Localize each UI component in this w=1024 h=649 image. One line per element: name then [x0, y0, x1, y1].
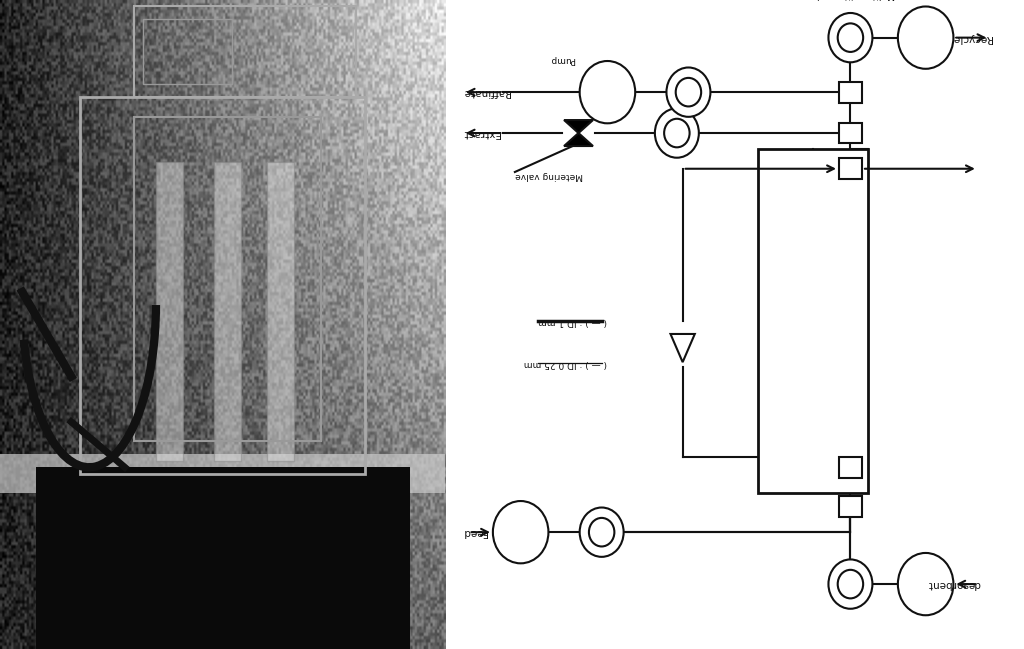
Bar	[0, 454, 445, 493]
Text: Pump: Pump	[550, 55, 575, 64]
Circle shape	[828, 559, 872, 609]
Circle shape	[898, 553, 953, 615]
Text: Recycle: Recycle	[952, 32, 992, 43]
Circle shape	[655, 108, 698, 158]
Circle shape	[828, 13, 872, 62]
Bar	[839, 158, 862, 179]
Text: Extract: Extract	[463, 128, 500, 138]
Circle shape	[838, 570, 863, 598]
Circle shape	[665, 119, 689, 147]
Circle shape	[898, 6, 953, 69]
Polygon shape	[564, 133, 593, 146]
Bar	[839, 496, 862, 517]
Text: Raffinate: Raffinate	[463, 87, 510, 97]
Text: desorbent: desorbent	[928, 579, 981, 589]
Text: ( — ) : ID 0.25 mm: ( — ) : ID 0.25 mm	[524, 359, 607, 368]
Circle shape	[676, 78, 701, 106]
Circle shape	[667, 67, 711, 117]
Bar	[156, 162, 182, 461]
Polygon shape	[564, 120, 593, 133]
Text: Feed: Feed	[463, 527, 487, 537]
Text: Metering valve: Metering valve	[515, 171, 583, 180]
Bar	[142, 19, 231, 84]
Bar	[133, 117, 321, 441]
Bar	[214, 162, 241, 461]
Circle shape	[580, 508, 624, 557]
Bar	[839, 82, 862, 103]
Bar	[267, 162, 294, 461]
Circle shape	[493, 501, 549, 563]
Bar	[839, 123, 862, 143]
Bar	[80, 97, 366, 474]
Bar	[839, 457, 862, 478]
Circle shape	[580, 61, 635, 123]
Bar	[133, 6, 356, 97]
Circle shape	[838, 23, 863, 52]
Bar	[36, 467, 410, 649]
Bar	[758, 149, 867, 493]
Text: ( — ) : ID 1 mm: ( — ) : ID 1 mm	[539, 317, 607, 326]
Circle shape	[589, 518, 614, 546]
